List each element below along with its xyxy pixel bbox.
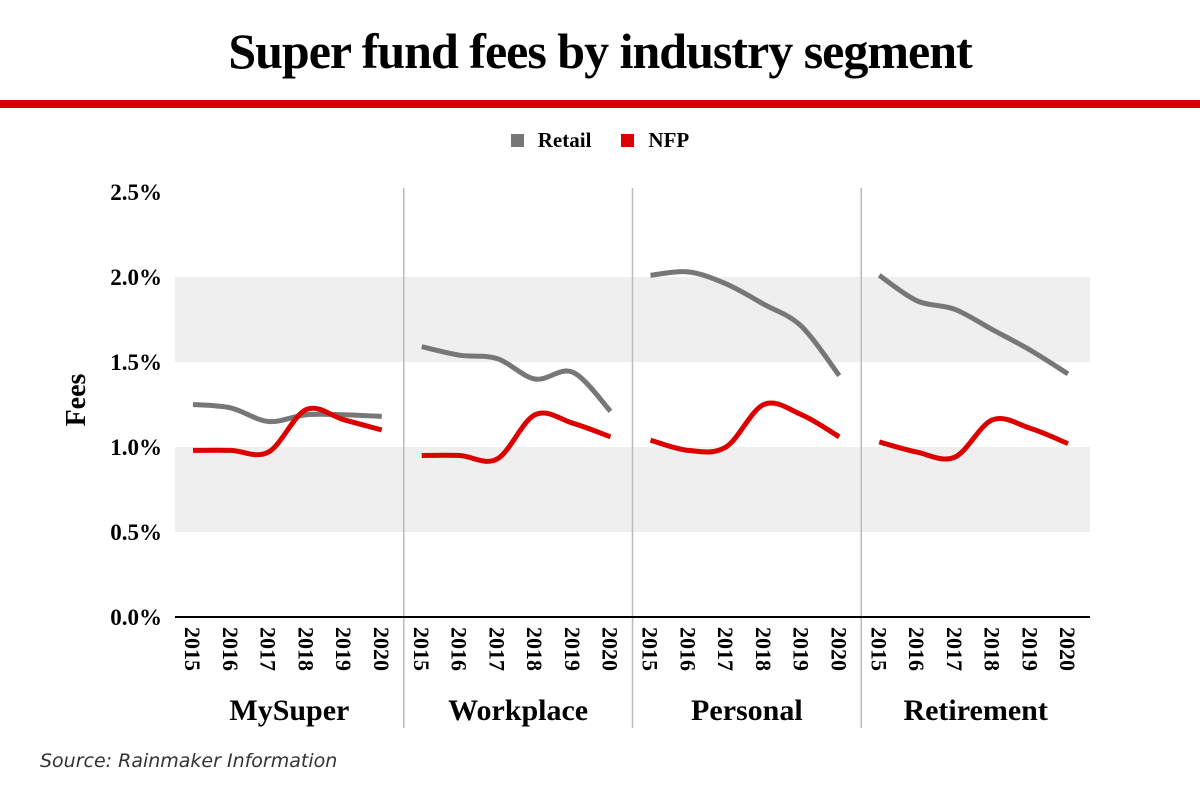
y-tick-label: 0.5% bbox=[110, 520, 162, 545]
y-tick-label: 2.5% bbox=[110, 180, 162, 205]
legend-swatch-nfp bbox=[621, 134, 635, 147]
x-tick-label: 2019 bbox=[560, 627, 585, 671]
x-tick-label: 2020 bbox=[369, 627, 394, 671]
y-axis-label: Fees bbox=[61, 373, 92, 426]
x-tick-label: 2016 bbox=[904, 627, 929, 671]
x-tick-label: 2015 bbox=[638, 627, 663, 671]
chart-title: Super fund fees by industry segment bbox=[228, 23, 972, 79]
line-retirement-nfp bbox=[878, 416, 1069, 462]
x-tick-label: 2019 bbox=[789, 627, 814, 671]
x-tick-label: 2017 bbox=[484, 627, 509, 671]
panel-label-mysuper: MySuper bbox=[229, 694, 349, 727]
x-tick-label: 2018 bbox=[293, 627, 318, 671]
panel-label-retirement: Retirement bbox=[903, 694, 1047, 727]
x-tick-label: 2015 bbox=[180, 627, 205, 671]
x-tick-label: 2015 bbox=[866, 627, 891, 671]
source-note: Source: Rainmaker Information bbox=[40, 750, 338, 772]
x-tick-label: 2017 bbox=[713, 627, 738, 671]
line-mysuper-retail bbox=[192, 402, 382, 425]
x-tick-label: 2018 bbox=[980, 627, 1005, 671]
legend: Retail NFP bbox=[0, 128, 1200, 153]
y-tick-label: 1.0% bbox=[110, 435, 162, 460]
legend-label-nfp: NFP bbox=[648, 128, 690, 152]
line-mysuper-nfp bbox=[192, 405, 383, 458]
line-workplace-retail bbox=[421, 344, 613, 414]
x-tick-label: 2018 bbox=[751, 627, 776, 671]
x-tick-label: 2020 bbox=[826, 627, 851, 671]
y-tick-label: 0.0% bbox=[110, 605, 162, 630]
line-workplace-nfp bbox=[421, 410, 612, 464]
x-tick-label: 2019 bbox=[331, 627, 356, 671]
x-tick-label: 2016 bbox=[218, 627, 243, 671]
panel-label-workplace: Workplace bbox=[448, 694, 588, 727]
line-personal-retail bbox=[650, 269, 842, 378]
legend-swatch-retail bbox=[510, 134, 524, 147]
x-tick-label: 2017 bbox=[256, 627, 281, 671]
y-tick-label: 2.0% bbox=[110, 265, 162, 290]
title-divider bbox=[0, 100, 1200, 108]
x-tick-label: 2018 bbox=[522, 627, 547, 671]
legend-item-nfp: NFP bbox=[621, 128, 689, 153]
legend-item-retail: Retail bbox=[510, 128, 592, 153]
y-tick-label: 1.5% bbox=[110, 350, 162, 375]
legend-label-retail: Retail bbox=[537, 128, 592, 152]
line-personal-nfp bbox=[649, 400, 841, 455]
panel-label-personal: Personal bbox=[691, 694, 803, 727]
x-tick-label: 2017 bbox=[942, 627, 967, 671]
line-retirement-retail bbox=[877, 273, 1070, 377]
x-tick-label: 2016 bbox=[675, 627, 700, 671]
x-tick-label: 2016 bbox=[447, 627, 472, 671]
x-tick-label: 2015 bbox=[409, 627, 434, 671]
x-tick-label: 2020 bbox=[1055, 627, 1080, 671]
x-tick-label: 2019 bbox=[1017, 627, 1042, 671]
x-tick-label: 2020 bbox=[598, 627, 623, 671]
